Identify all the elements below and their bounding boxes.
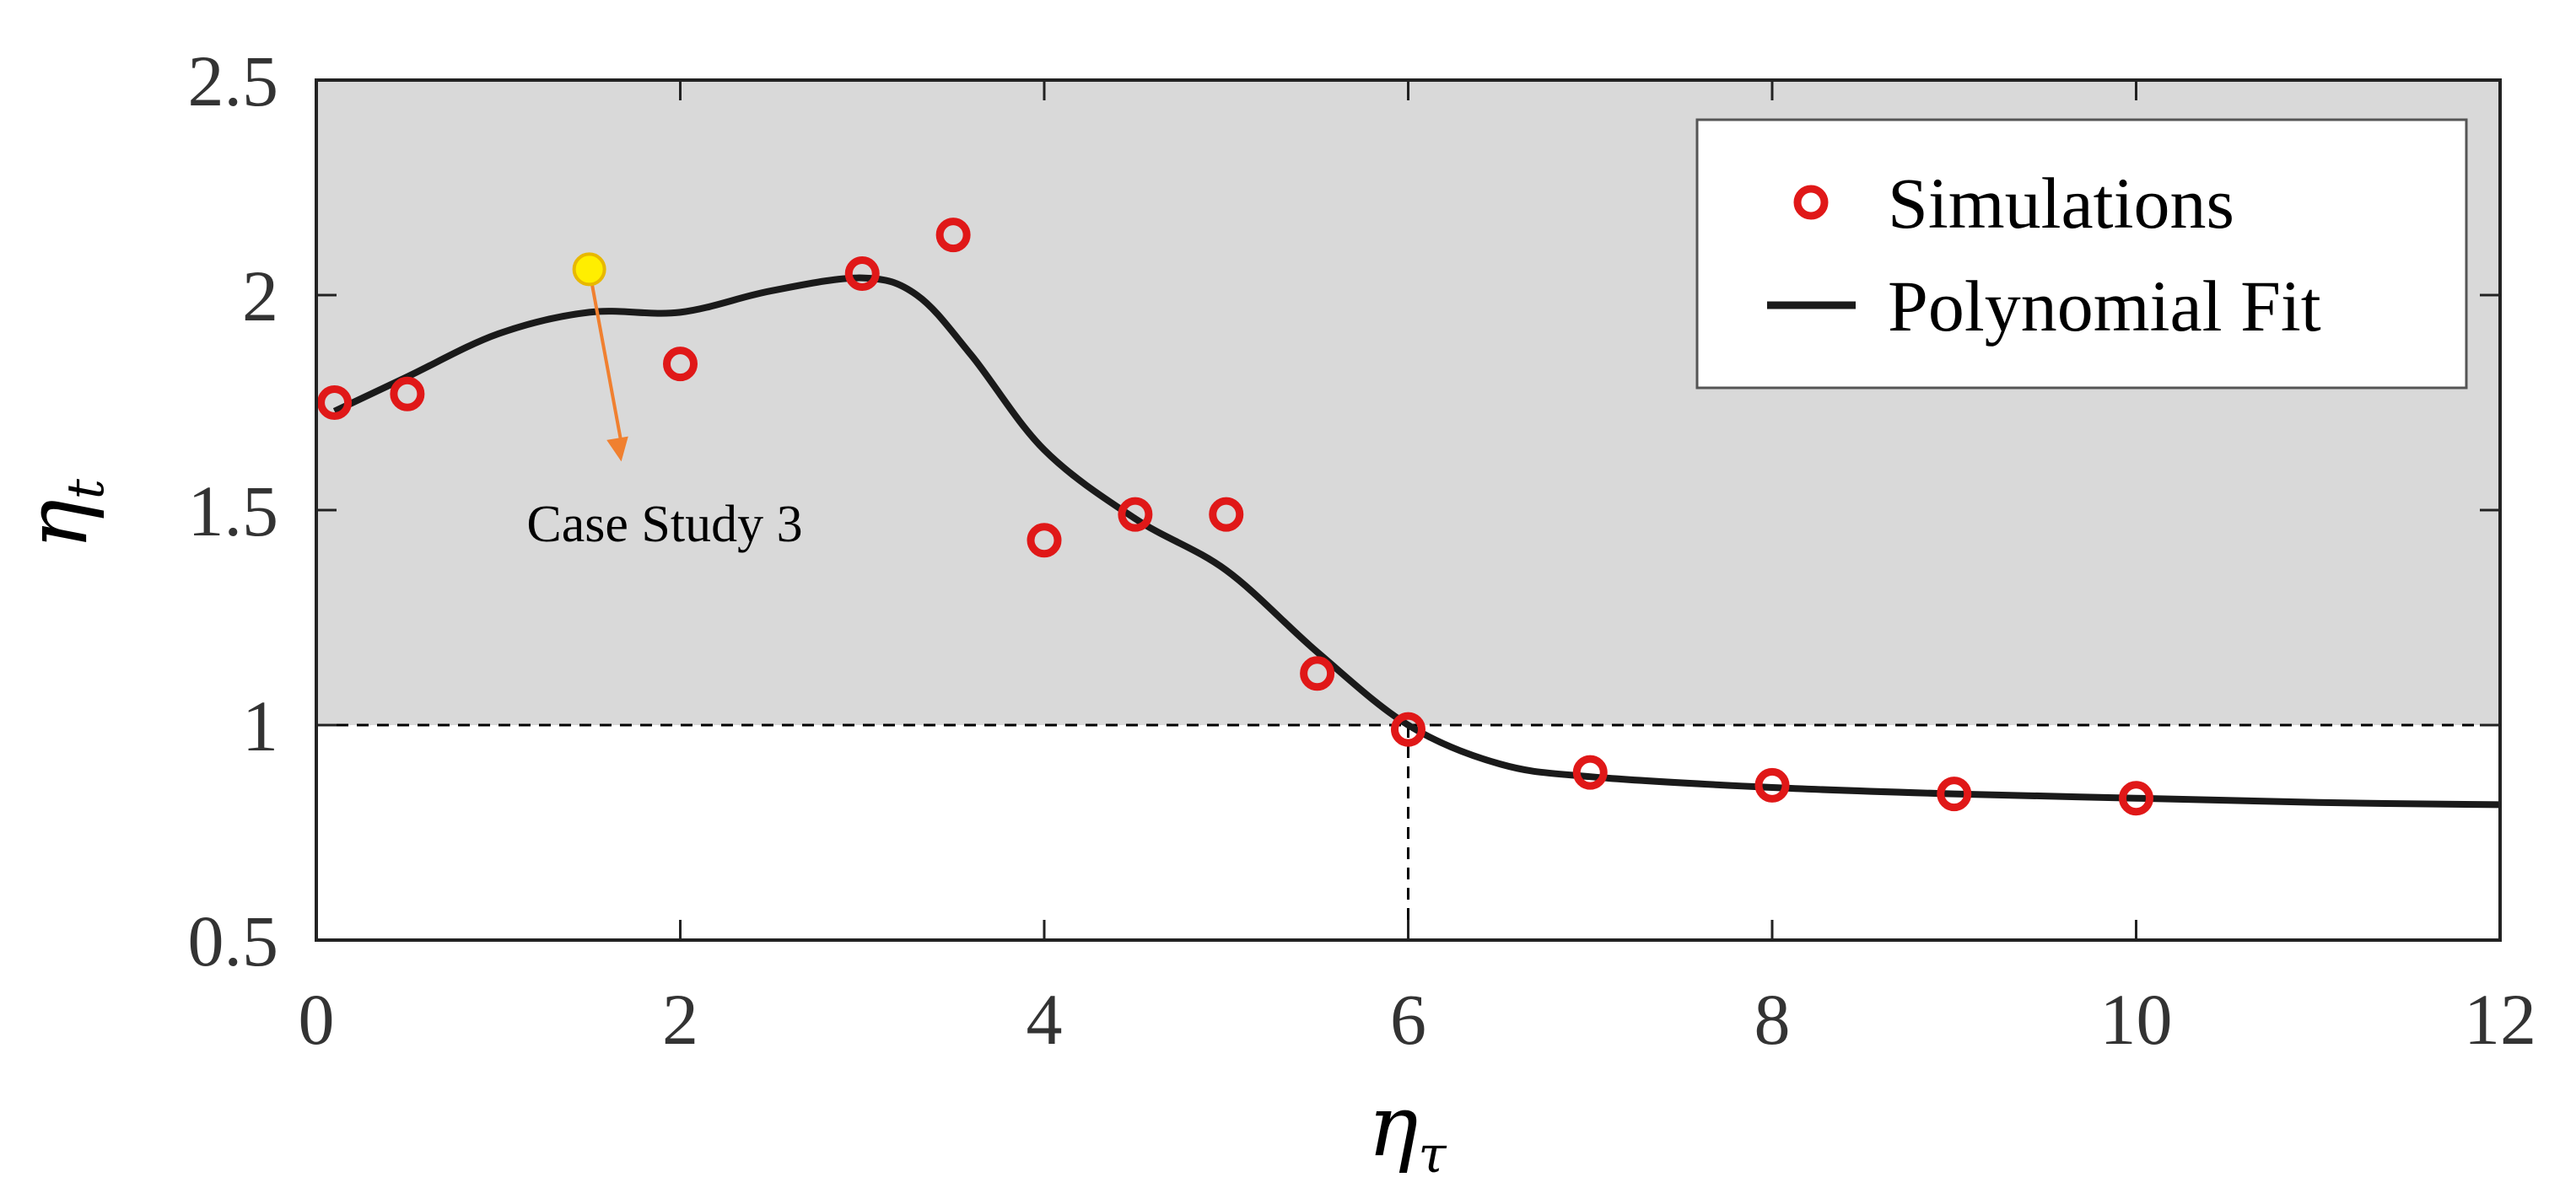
series-line-polynomial-fit (332, 274, 2501, 809)
reference-lines-layer (316, 723, 2500, 940)
tick-labels-layer: 0 2 4 6 8 10 12 0.5 1 1.5 2 2.5 (188, 40, 2537, 1060)
x-tick-label: 6 (1390, 979, 1426, 1060)
legend: Simulations Polynomial Fit (1695, 118, 2468, 390)
data-point-simulations (844, 256, 880, 291)
data-point-simulations (1572, 755, 1608, 790)
y-tick-label: 1 (242, 685, 278, 766)
x-tick-label: 2 (662, 979, 698, 1060)
fit-line-layer (332, 274, 2501, 809)
legend-box (1695, 118, 2468, 390)
legend-marker-simulations (1793, 185, 1829, 220)
annotation-arrow-head (606, 436, 628, 462)
x-tick-label: 4 (1027, 979, 1063, 1060)
marker-layer (317, 218, 2153, 816)
data-point-simulations (663, 347, 698, 382)
y-tick-label: 1.5 (188, 470, 279, 551)
y-tick-label: 2.5 (188, 40, 279, 121)
legend-label-simulations: Simulations (1888, 163, 2234, 244)
legend-label-fit: Polynomial Fit (1888, 266, 2321, 347)
data-point-simulations (1027, 523, 1062, 558)
data-point-simulations (935, 218, 971, 253)
data-point-simulations (1391, 712, 1425, 747)
annotation-arrow-shaft (587, 269, 623, 443)
y-tick-label: 2 (242, 255, 278, 336)
y-axis-label: ηt (8, 478, 116, 550)
annotation-label: Case Study 3 (526, 496, 802, 553)
x-tick-label: 0 (299, 979, 335, 1060)
data-point-simulations (1209, 497, 1244, 532)
data-point-simulations (1300, 656, 1335, 691)
y-tick-label: 0.5 (188, 900, 279, 981)
x-axis-label: ητ (1367, 1077, 1447, 1185)
data-point-simulations (1937, 777, 1972, 812)
x-tick-label: 12 (2464, 979, 2536, 1060)
x-tick-label: 8 (1754, 979, 1791, 1060)
data-point-simulations (2119, 781, 2153, 816)
data-point-simulations (1754, 767, 1790, 803)
plot-frame (315, 78, 2502, 942)
data-point-simulations (317, 385, 353, 420)
x-tick-label: 10 (2100, 979, 2173, 1060)
annotation-marker (572, 252, 606, 287)
data-point-simulations (1118, 497, 1153, 532)
annotation-layer: Case Study 3 (526, 252, 803, 553)
data-point-simulations (390, 376, 425, 411)
